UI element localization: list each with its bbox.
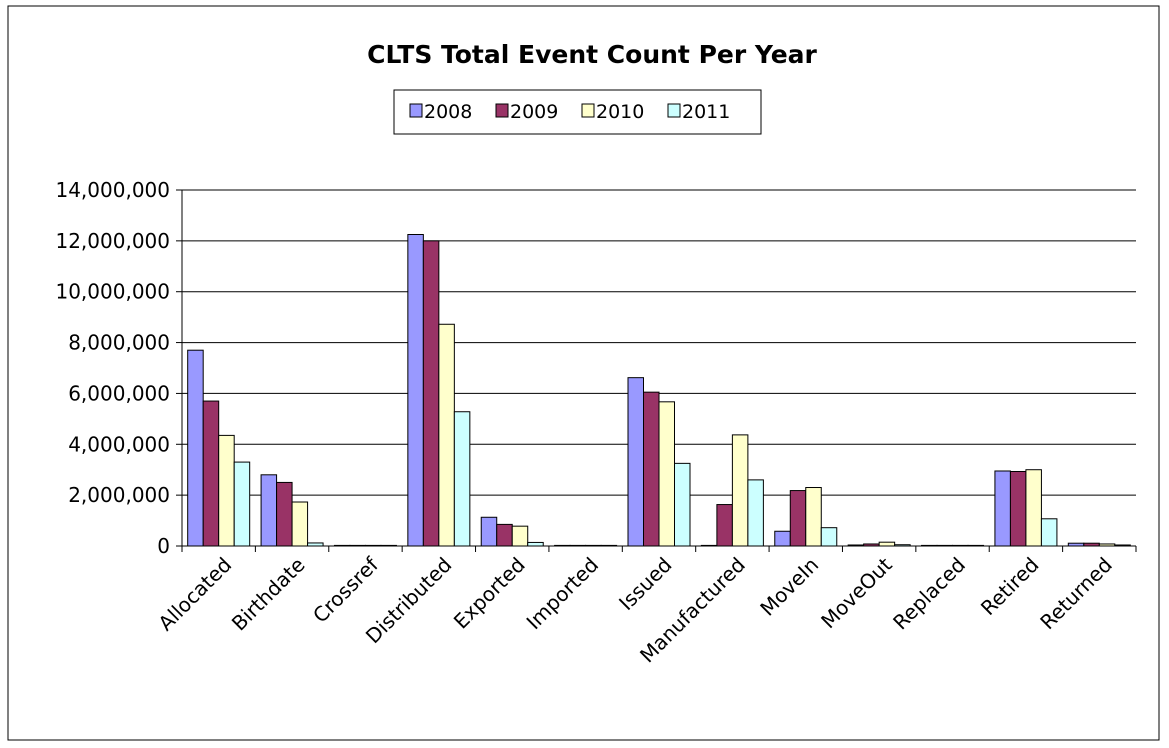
legend-label-2009: 2009 [510, 101, 558, 123]
y-tick-label: 8,000,000 [68, 331, 170, 355]
bar-2009-distributed [422, 240, 440, 547]
bars [187, 234, 1131, 547]
legend-box [393, 89, 762, 135]
bar-2010-issued [658, 401, 675, 547]
y-tick-label: 10,000,000 [55, 280, 170, 304]
y-tick-label: 4,000,000 [68, 432, 170, 456]
bar-2011-retired [1040, 518, 1058, 547]
y-tick-label: 0 [157, 534, 170, 558]
bar-2010-exported [511, 525, 529, 547]
y-tick-label: 6,000,000 [68, 381, 170, 405]
bar-2009-exported [496, 523, 513, 547]
legend-label-2011: 2011 [682, 101, 730, 123]
chart-title: CLTS Total Event Count Per Year [367, 40, 817, 69]
axes [181, 190, 1137, 552]
bar-2010-birthdate [291, 501, 309, 547]
bar-2008-retired [994, 470, 1011, 547]
bar-2009-issued [643, 391, 660, 547]
legend-label-2010: 2010 [596, 101, 644, 123]
y-tick-label: 14,000,000 [55, 178, 170, 202]
bar-2010-manufactured [731, 434, 749, 547]
bar-2008-allocated [187, 349, 204, 547]
bar-2008-exported [480, 516, 498, 547]
bar-2011-movein [820, 527, 838, 547]
y-tick-label: 12,000,000 [55, 229, 170, 253]
bar-2008-distributed [407, 234, 424, 547]
bar-2010-distributed [438, 323, 455, 547]
bar-2009-allocated [202, 400, 220, 547]
bar-2009-birthdate [276, 481, 293, 547]
bar-2009-retired [1009, 470, 1027, 547]
legend: 2008 2009 2010 2011 [393, 89, 762, 135]
bar-2011-distributed [453, 411, 471, 547]
legend-swatch-2011 [667, 103, 681, 118]
bar-2010-retired [1025, 469, 1042, 547]
bar-2008-movein [774, 530, 791, 547]
bar-2009-manufactured [716, 504, 733, 547]
y-axis-tick-labels: 0 2,000,000 4,000,000 6,000,000 8,000,000 10,… [55, 178, 182, 558]
legend-label-2008: 2008 [424, 101, 472, 123]
bar-2010-allocated [218, 434, 235, 547]
bar-2010-movein [805, 487, 822, 547]
bar-2011-allocated [233, 461, 251, 547]
legend-swatch-2008 [409, 103, 423, 118]
legend-swatch-2009 [495, 103, 509, 118]
bar-2011-manufactured [747, 479, 764, 547]
bar-2011-exported [527, 541, 544, 547]
legend-swatch-2010 [581, 103, 595, 118]
bar-2008-issued [627, 377, 644, 547]
bar-2010-moveout [878, 541, 896, 547]
bar-2008-birthdate [260, 474, 278, 547]
bar-2011-issued [674, 462, 691, 547]
y-tick-label: 2,000,000 [68, 483, 170, 507]
bar-2009-movein [789, 490, 807, 547]
